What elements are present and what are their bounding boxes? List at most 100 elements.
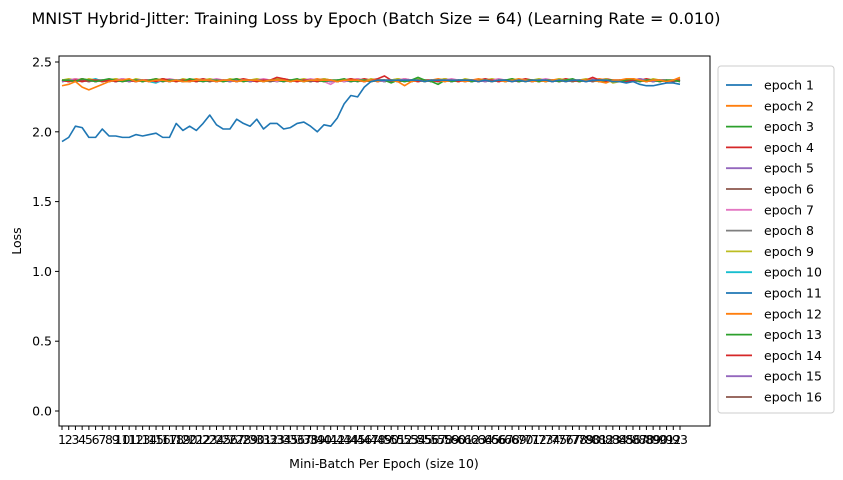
x-tick-label: 4 — [78, 432, 86, 447]
x-tick-label: 5 — [85, 432, 93, 447]
x-tick-label: 60 — [450, 432, 466, 447]
legend-label-epoch-5: epoch 5 — [764, 161, 814, 176]
y-tick-label: 0.5 — [32, 334, 52, 349]
x-tick-label: 93 — [672, 432, 688, 447]
x-tick-label: 81 — [591, 432, 607, 447]
x-tick-label: 83 — [605, 432, 621, 447]
legend-frame — [717, 65, 835, 414]
x-tick-label: 3 — [71, 432, 79, 447]
x-tick-label: 55 — [417, 432, 433, 447]
x-tick-label: 58 — [437, 432, 453, 447]
x-tick-label: 87 — [632, 432, 648, 447]
legend-label-epoch-14: epoch 14 — [764, 348, 822, 363]
x-tick-label: 9 — [112, 432, 120, 447]
x-tick-label: 63 — [471, 432, 487, 447]
x-tick-label: 62 — [464, 432, 480, 447]
legend-label-epoch-6: epoch 6 — [764, 182, 814, 197]
x-tick-label: 30 — [249, 432, 265, 447]
x-tick-label: 66 — [491, 432, 507, 447]
y-axis-label: Loss — [9, 227, 24, 254]
y-axis: 0.0 0.5 1.0 1.5 2.0 2.5 — [32, 55, 59, 419]
x-tick-label: 47 — [363, 432, 379, 447]
x-tick-label: 8 — [105, 432, 113, 447]
x-tick-label: 13 — [135, 432, 151, 447]
series-layer — [61, 75, 681, 143]
legend-label-epoch-11: epoch 11 — [764, 286, 822, 301]
x-tick-label: 65 — [484, 432, 500, 447]
x-tick-label: 48 — [370, 432, 386, 447]
x-tick-label: 24 — [209, 432, 225, 447]
x-tick-label: 77 — [565, 432, 581, 447]
x-tick-label: 23 — [202, 432, 218, 447]
x-tick-label: 84 — [612, 432, 628, 447]
y-tick-label: 1.0 — [32, 264, 52, 279]
legend: epoch 1 epoch 2 epoch 3 epoch 4 epoch 5 epoch… — [717, 65, 835, 414]
x-tick-label: 33 — [269, 432, 285, 447]
x-tick-label: 18 — [168, 432, 184, 447]
x-tick-label: 38 — [303, 432, 319, 447]
x-tick-label: 27 — [229, 432, 245, 447]
legend-label-epoch-7: epoch 7 — [764, 202, 814, 217]
x-tick-label: 45 — [350, 432, 366, 447]
legend-label-epoch-10: epoch 10 — [764, 265, 822, 280]
legend-label-epoch-13: epoch 13 — [764, 327, 822, 342]
x-tick-label: 44 — [343, 432, 359, 447]
y-tick-label: 1.5 — [32, 194, 52, 209]
x-tick-label: 52 — [397, 432, 413, 447]
x-tick-label: 25 — [215, 432, 231, 447]
x-tick-label: 78 — [571, 432, 587, 447]
x-tick-label: 57 — [430, 432, 446, 447]
legend-label-epoch-8: epoch 8 — [764, 223, 814, 238]
y-tick-label: 0.0 — [32, 404, 52, 419]
x-tick-label: 16 — [155, 432, 171, 447]
x-tick-label: 29 — [242, 432, 258, 447]
chart-title: MNIST Hybrid-Jitter: Training Loss by Ep… — [31, 9, 720, 28]
x-tick-label: 32 — [262, 432, 278, 447]
x-tick-label: 79 — [578, 432, 594, 447]
x-tick-label: 11 — [121, 432, 137, 447]
x-tick-label: 69 — [511, 432, 527, 447]
x-axis: 1234567891011121314151617181920212223242… — [58, 426, 688, 447]
x-tick-label: 64 — [477, 432, 493, 447]
x-tick-label: 22 — [195, 432, 211, 447]
x-tick-label: 49 — [376, 432, 392, 447]
x-tick-label: 68 — [504, 432, 520, 447]
x-tick-label: 82 — [598, 432, 614, 447]
x-tick-label: 70 — [518, 432, 534, 447]
x-tick-label: 90 — [652, 432, 668, 447]
x-tick-label: 7 — [98, 432, 106, 447]
x-tick-label: 92 — [665, 432, 681, 447]
x-tick-label: 43 — [336, 432, 352, 447]
x-tick-label: 34 — [276, 432, 292, 447]
x-tick-label: 85 — [618, 432, 634, 447]
x-tick-label: 72 — [531, 432, 547, 447]
x-tick-label: 51 — [390, 432, 406, 447]
x-tick-label: 59 — [444, 432, 460, 447]
x-tick-label: 1 — [58, 432, 66, 447]
x-tick-label: 15 — [148, 432, 164, 447]
legend-label-epoch-9: epoch 9 — [764, 244, 814, 259]
x-tick-label: 28 — [235, 432, 251, 447]
x-tick-label: 17 — [162, 432, 178, 447]
x-tick-label: 39 — [309, 432, 325, 447]
legend-label-epoch-16: epoch 16 — [764, 390, 822, 405]
legend-label-epoch-3: epoch 3 — [764, 119, 814, 134]
x-tick-label: 20 — [182, 432, 198, 447]
series-line-epoch-1 — [61, 79, 681, 143]
x-tick-label: 61 — [457, 432, 473, 447]
legend-label-epoch-4: epoch 4 — [764, 140, 814, 155]
x-tick-label: 54 — [410, 432, 426, 447]
x-tick-label: 86 — [625, 432, 641, 447]
x-tick-label: 56 — [424, 432, 440, 447]
x-tick-label: 89 — [645, 432, 661, 447]
legend-label-epoch-1: epoch 1 — [764, 78, 814, 93]
x-tick-label: 10 — [115, 432, 131, 447]
legend-label-epoch-2: epoch 2 — [764, 98, 814, 113]
x-tick-label: 73 — [538, 432, 554, 447]
x-tick-label: 53 — [403, 432, 419, 447]
x-tick-label: 91 — [659, 432, 675, 447]
x-tick-label: 26 — [222, 432, 238, 447]
y-tick-label: 2.0 — [32, 124, 52, 139]
x-tick-label: 19 — [175, 432, 191, 447]
